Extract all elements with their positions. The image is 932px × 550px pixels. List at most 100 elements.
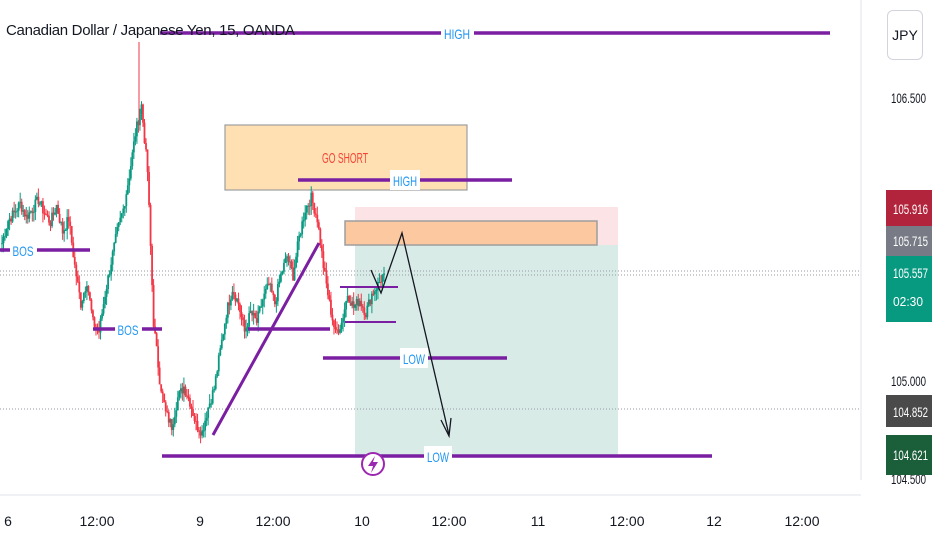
candle-body bbox=[63, 230, 66, 234]
candle-body bbox=[213, 388, 216, 391]
candle-body bbox=[307, 205, 310, 207]
candle-body bbox=[333, 320, 335, 328]
candle-body bbox=[149, 204, 152, 246]
candle-body bbox=[269, 283, 272, 285]
y-tick-106500: 106.500 bbox=[891, 90, 926, 106]
candle-body bbox=[311, 192, 314, 203]
candle-body bbox=[296, 241, 299, 257]
trendline[interactable] bbox=[211, 242, 321, 436]
candle-body bbox=[217, 355, 220, 372]
candle-body bbox=[110, 264, 113, 275]
candle-body bbox=[148, 171, 150, 205]
candle-body bbox=[31, 211, 34, 213]
candle-body bbox=[60, 222, 63, 224]
candle-body bbox=[134, 136, 137, 142]
candle-body bbox=[211, 390, 214, 404]
candle-body bbox=[237, 298, 240, 305]
go-short-label: GO SHORT bbox=[322, 150, 368, 167]
candle-body bbox=[82, 292, 85, 301]
candle-body bbox=[325, 270, 328, 284]
candle-body bbox=[229, 299, 232, 306]
candle-body bbox=[287, 256, 290, 262]
candle-body bbox=[201, 430, 203, 436]
x-tick-label: 12:00 bbox=[255, 513, 290, 529]
candle-body bbox=[57, 204, 59, 214]
candle-body bbox=[173, 416, 176, 425]
candle-body bbox=[283, 262, 285, 272]
candle-body bbox=[340, 322, 343, 330]
candle-body bbox=[264, 288, 267, 294]
candle-body bbox=[104, 296, 106, 305]
candle-body bbox=[220, 339, 223, 349]
candle-body bbox=[281, 271, 284, 274]
candle-body bbox=[374, 291, 376, 295]
candle-body bbox=[328, 295, 331, 300]
candle-body bbox=[160, 384, 163, 392]
candle-body bbox=[195, 420, 197, 422]
candle-body bbox=[314, 213, 317, 215]
candle-body bbox=[223, 323, 226, 335]
symbol-title[interactable]: Canadian Dollar / Japanese Yen, 15, OAND… bbox=[6, 22, 295, 39]
candle-body bbox=[290, 261, 293, 269]
candle-body bbox=[131, 152, 134, 167]
candle-body bbox=[23, 210, 26, 217]
candle-body bbox=[366, 305, 369, 318]
candle-body bbox=[16, 210, 19, 212]
y-tick-105000: 105.000 bbox=[891, 373, 926, 389]
candle-body bbox=[280, 273, 282, 282]
candle-body bbox=[233, 291, 235, 295]
candle-body bbox=[25, 214, 28, 217]
candle-body bbox=[327, 283, 329, 296]
candle-body bbox=[143, 122, 146, 144]
candle-body bbox=[267, 283, 270, 285]
candle-body bbox=[142, 104, 144, 123]
candle-body bbox=[322, 251, 325, 269]
candle-body bbox=[166, 411, 169, 413]
candle-body bbox=[172, 424, 175, 430]
candle-body bbox=[175, 410, 178, 417]
candle-body bbox=[98, 329, 100, 333]
candle-body bbox=[234, 294, 237, 302]
candle-body bbox=[136, 121, 138, 137]
candle-body bbox=[239, 304, 241, 312]
candle-body bbox=[117, 222, 120, 228]
candle-body bbox=[302, 220, 305, 222]
candle-body bbox=[245, 328, 247, 332]
x-tick-label: 12:00 bbox=[79, 513, 114, 529]
bos-mid-label: BOS bbox=[118, 322, 139, 338]
candle-body bbox=[358, 300, 361, 307]
candle-body bbox=[78, 281, 81, 293]
candle-body bbox=[270, 283, 273, 293]
x-tick-label: 12:00 bbox=[784, 513, 819, 529]
x-tick-label: 10 bbox=[354, 513, 370, 529]
candle-body bbox=[364, 314, 367, 318]
candle-body bbox=[122, 208, 125, 214]
candle-body bbox=[207, 407, 210, 418]
candle-body bbox=[46, 214, 49, 216]
candle-body bbox=[251, 311, 254, 316]
currency-button[interactable]: JPY bbox=[887, 10, 923, 60]
candle-body bbox=[214, 376, 217, 389]
candle-body bbox=[349, 302, 352, 306]
candle-body bbox=[352, 301, 355, 308]
candle-body bbox=[334, 327, 337, 330]
candle-body bbox=[189, 397, 191, 407]
candle-body bbox=[276, 284, 279, 302]
candle-body bbox=[28, 212, 31, 219]
candle-body bbox=[137, 121, 140, 126]
x-tick-label: 6 bbox=[4, 513, 12, 529]
candle-body bbox=[263, 293, 266, 300]
high-mid-label: HIGH bbox=[393, 173, 417, 189]
candle-body bbox=[8, 218, 11, 222]
lightning-icon[interactable] bbox=[361, 452, 385, 476]
candle-body bbox=[85, 286, 88, 292]
price-label-105557: 105.557 bbox=[893, 265, 928, 281]
candle-body bbox=[317, 222, 320, 229]
high-top-label-bg bbox=[441, 23, 474, 43]
candle-body bbox=[190, 406, 193, 409]
candle-body bbox=[216, 371, 219, 377]
candle-body bbox=[155, 333, 158, 347]
candle-body bbox=[313, 202, 316, 214]
candle-body bbox=[187, 396, 190, 398]
